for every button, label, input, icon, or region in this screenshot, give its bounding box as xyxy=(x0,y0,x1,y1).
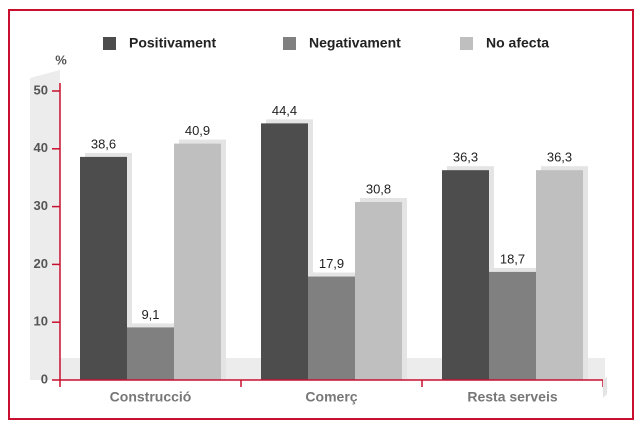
y-tick-label: 50 xyxy=(34,82,48,97)
legend-swatch xyxy=(283,37,296,50)
bar xyxy=(127,327,174,380)
legend-label: No afecta xyxy=(486,35,549,51)
bar xyxy=(80,156,127,380)
data-label: 36,3 xyxy=(547,150,572,165)
y-tick-label: 10 xyxy=(34,314,48,329)
y-tick-label: 20 xyxy=(34,256,48,271)
data-label: 36,3 xyxy=(453,150,478,165)
frame xyxy=(8,9,634,420)
data-label: 40,9 xyxy=(185,123,210,138)
wall xyxy=(30,70,60,380)
bar xyxy=(308,276,355,380)
bar xyxy=(261,123,308,381)
data-label: 44,4 xyxy=(272,103,297,118)
bar xyxy=(174,143,221,380)
legend-label: Negativament xyxy=(309,35,401,51)
y-tick-label: 40 xyxy=(34,140,48,155)
x-tick-label: Comerç xyxy=(305,389,357,405)
data-label: 30,8 xyxy=(366,181,391,196)
data-label: 17,9 xyxy=(319,256,344,271)
data-label: 38,6 xyxy=(91,136,116,151)
legend-swatch xyxy=(460,37,473,50)
data-label: 18,7 xyxy=(500,251,525,266)
legend-swatch xyxy=(103,37,116,50)
bar xyxy=(355,201,402,380)
data-label: 9,1 xyxy=(141,307,159,322)
y-tick-label: 30 xyxy=(34,198,48,213)
floor-edge xyxy=(603,377,607,398)
x-tick-label: Resta serveis xyxy=(467,389,558,405)
bar xyxy=(489,271,536,380)
legend-label: Positivament xyxy=(129,35,216,51)
bar xyxy=(442,170,489,380)
y-axis-label: % xyxy=(55,52,67,67)
x-tick-label: Construcció xyxy=(110,389,192,405)
bar xyxy=(536,170,583,380)
y-tick-label: 0 xyxy=(41,371,48,386)
